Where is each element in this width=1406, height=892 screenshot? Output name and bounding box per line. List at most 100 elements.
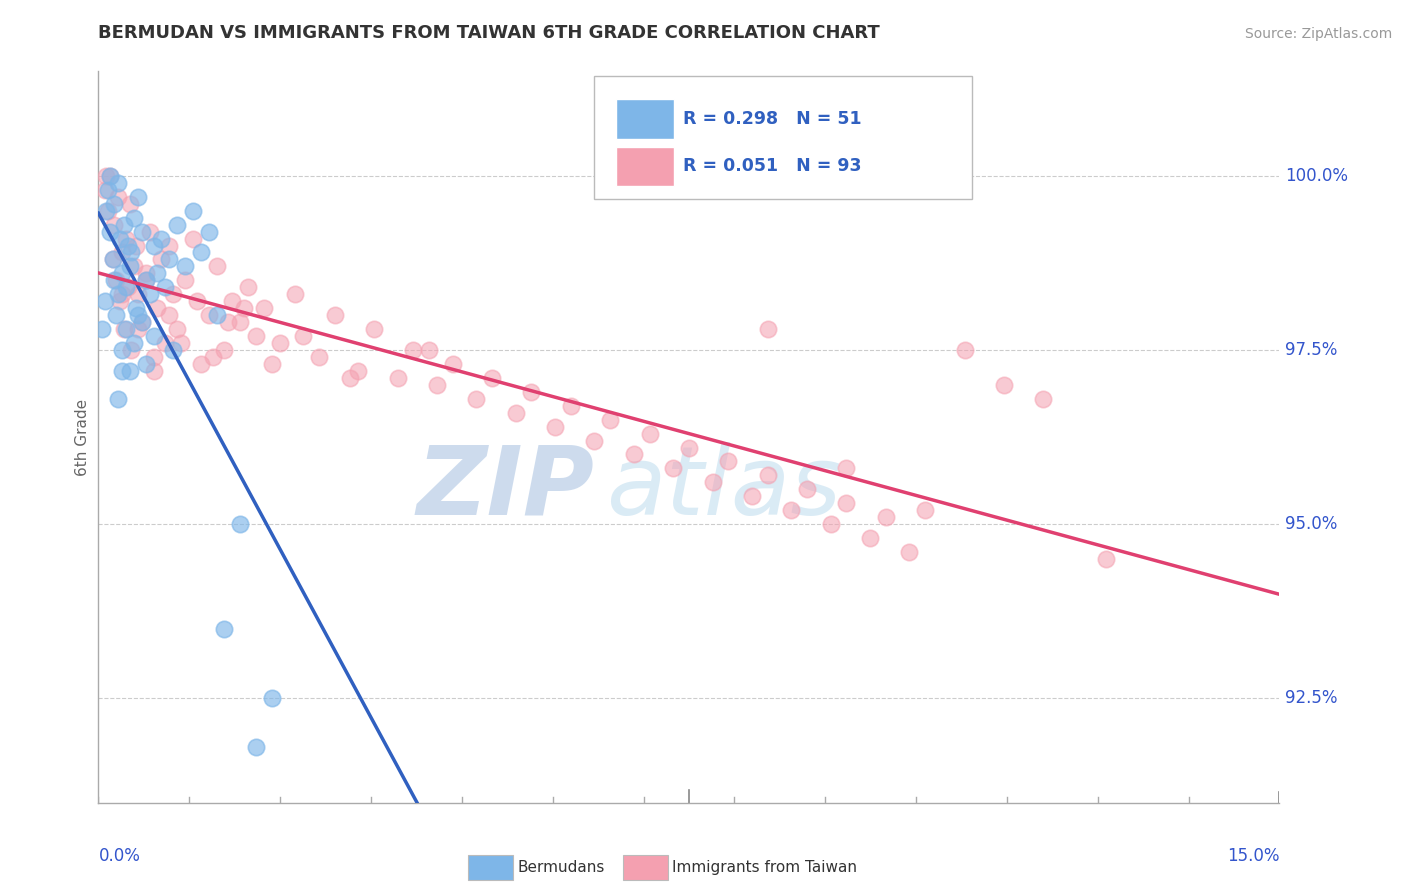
Point [245, 329, 267, 343]
Point [402, 343, 425, 357]
Point [217, 315, 239, 329]
Point [820, 517, 842, 532]
Point [122, 260, 145, 274]
Point [166, 322, 188, 336]
Point [103, 218, 125, 232]
Point [98, 169, 121, 183]
Point [205, 260, 228, 274]
Text: R = 0.051   N = 93: R = 0.051 N = 93 [683, 158, 862, 176]
Point [142, 329, 165, 343]
FancyBboxPatch shape [616, 99, 673, 138]
Point [174, 273, 197, 287]
Point [111, 245, 134, 260]
Text: Source: ZipAtlas.com: Source: ZipAtlas.com [1244, 27, 1392, 41]
Point [101, 252, 124, 267]
Point [166, 218, 188, 232]
Point [107, 287, 129, 301]
Text: 100.0%: 100.0% [1285, 167, 1348, 185]
Point [146, 301, 169, 316]
Point [260, 357, 283, 371]
Point [131, 315, 153, 329]
Point [103, 196, 125, 211]
Text: 92.5%: 92.5% [1285, 690, 1339, 707]
Point [142, 238, 165, 252]
Text: atlas: atlas [606, 442, 841, 535]
Text: 15.0%: 15.0% [1227, 847, 1279, 864]
Point [155, 280, 177, 294]
Point [520, 384, 543, 399]
Text: Immigrants from Taiwan: Immigrants from Taiwan [672, 861, 858, 875]
Point [292, 329, 315, 343]
Point [229, 517, 252, 532]
Point [214, 622, 236, 636]
Point [190, 357, 212, 371]
Point [796, 483, 818, 497]
Point [835, 496, 858, 510]
Point [157, 252, 180, 267]
Point [347, 364, 370, 378]
Point [201, 350, 224, 364]
Point [121, 245, 143, 260]
Point [155, 336, 177, 351]
Point [221, 294, 243, 309]
Point [898, 545, 921, 559]
Point [505, 406, 527, 420]
Point [91, 322, 114, 336]
Point [599, 412, 621, 426]
Point [190, 245, 212, 260]
Point [205, 308, 228, 322]
Point [127, 308, 149, 322]
Point [111, 266, 134, 280]
Point [111, 287, 134, 301]
Text: BERMUDAN VS IMMIGRANTS FROM TAIWAN 6TH GRADE CORRELATION CHART: BERMUDAN VS IMMIGRANTS FROM TAIWAN 6TH G… [98, 24, 880, 42]
Point [236, 280, 259, 294]
Text: ZIP: ZIP [416, 442, 595, 535]
Point [197, 225, 219, 239]
Point [135, 273, 157, 287]
Point [481, 371, 503, 385]
Text: 97.5%: 97.5% [1285, 341, 1337, 359]
Point [623, 448, 645, 462]
Point [859, 531, 882, 545]
Point [96, 203, 118, 218]
Point [118, 260, 141, 274]
Point [914, 503, 936, 517]
Point [135, 357, 157, 371]
Point [96, 169, 118, 183]
Point [150, 231, 173, 245]
Point [93, 183, 115, 197]
Point [181, 203, 204, 218]
Point [339, 371, 361, 385]
Point [93, 294, 115, 309]
Point [138, 225, 160, 239]
Point [181, 231, 204, 245]
Point [122, 336, 145, 351]
Point [115, 322, 138, 336]
Point [110, 294, 132, 309]
Point [583, 434, 606, 448]
Point [233, 301, 256, 316]
Point [118, 364, 141, 378]
Point [127, 190, 149, 204]
Text: Bermudans: Bermudans [517, 861, 605, 875]
Point [638, 426, 661, 441]
Point [465, 392, 488, 406]
Point [387, 371, 409, 385]
Point [127, 322, 149, 336]
Point [157, 308, 180, 322]
Point [253, 301, 276, 316]
Point [112, 218, 135, 232]
Point [131, 225, 153, 239]
Point [104, 273, 127, 287]
Point [97, 183, 120, 197]
Point [107, 176, 129, 190]
Point [170, 336, 193, 351]
Point [157, 238, 180, 252]
Point [110, 231, 132, 245]
Text: R = 0.298   N = 51: R = 0.298 N = 51 [683, 110, 862, 128]
Point [875, 510, 897, 524]
Point [214, 343, 236, 357]
Text: 0.0%: 0.0% [98, 847, 141, 864]
Point [135, 273, 157, 287]
Point [127, 287, 149, 301]
